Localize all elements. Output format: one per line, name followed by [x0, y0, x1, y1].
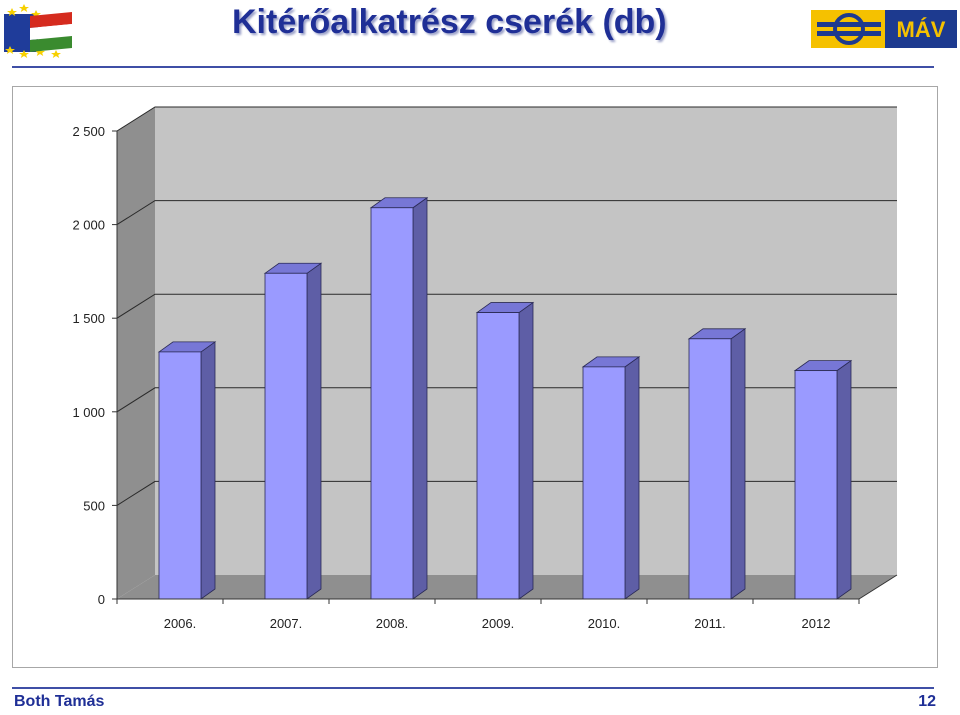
x-tick-label: 2007. — [270, 616, 303, 631]
bar-side — [518, 301, 534, 600]
x-axis-depth-line — [858, 574, 898, 600]
mav-logo: MÁV — [811, 10, 957, 48]
y-tick-label: 500 — [83, 498, 105, 513]
x-tick-label: 2009. — [482, 616, 515, 631]
bar-front — [476, 312, 520, 600]
bar-side — [200, 341, 216, 600]
x-axis: 2006. 2007. 2008. 2009. 2010. 2011. 2012 — [116, 574, 898, 631]
x-tick-label: 2006. — [164, 616, 197, 631]
bar-front — [158, 351, 202, 600]
gridline — [116, 106, 897, 132]
railway-emblem-icon — [817, 13, 881, 45]
y-tick-label: 1 500 — [72, 311, 105, 326]
gridline — [116, 480, 897, 506]
bar — [263, 262, 323, 600]
bar-front — [582, 366, 626, 600]
gridline — [116, 387, 897, 413]
bar — [475, 301, 535, 600]
gridline — [116, 200, 897, 226]
chart-left-wall — [117, 107, 155, 599]
gridline — [116, 293, 897, 319]
x-tick-label: 2010. — [588, 616, 621, 631]
bar-side — [836, 359, 852, 600]
y-axis: 0 500 1 000 1 500 2 000 2 500 — [72, 124, 118, 607]
x-tick-label: 2012 — [802, 616, 831, 631]
x-tick-label: 2008. — [376, 616, 409, 631]
footer-rule — [12, 687, 934, 689]
mav-logo-text: MÁV — [897, 17, 946, 42]
bar — [157, 341, 217, 600]
y-tick-label: 0 — [98, 592, 105, 607]
bar-side — [306, 262, 322, 600]
hungary-flag-icon — [30, 12, 72, 52]
bar-side — [624, 356, 640, 600]
header-rule — [12, 66, 934, 68]
eu-hungary-flag-logo — [0, 0, 76, 60]
bar — [687, 328, 747, 600]
chart-frame: 0 500 1 000 1 500 2 000 2 500 2006. 2007. 2008.… — [12, 86, 938, 668]
bar-side — [412, 196, 428, 600]
y-tick-label: 2 500 — [72, 124, 105, 139]
y-tick-label: 1 000 — [72, 405, 105, 420]
y-tick-label: 2 000 — [72, 218, 105, 233]
x-tick-label: 2011. — [694, 616, 726, 631]
bar-front — [264, 272, 308, 600]
bar-front — [370, 207, 414, 600]
chart-gridlines — [116, 106, 897, 506]
bar-side — [730, 328, 746, 600]
slide-title: Kitérőalkatrész cserék (db) — [232, 3, 667, 41]
bar — [369, 196, 429, 600]
bar — [793, 359, 853, 600]
bar-front — [688, 338, 732, 600]
bar — [581, 356, 641, 600]
chart-bars — [157, 196, 853, 600]
page-number: 12 — [918, 693, 936, 710]
bar-front — [794, 370, 838, 600]
bar-chart: 0 500 1 000 1 500 2 000 2 500 2006. 2007. 2008.… — [72, 106, 898, 631]
author-name: Both Tamás — [14, 693, 105, 710]
